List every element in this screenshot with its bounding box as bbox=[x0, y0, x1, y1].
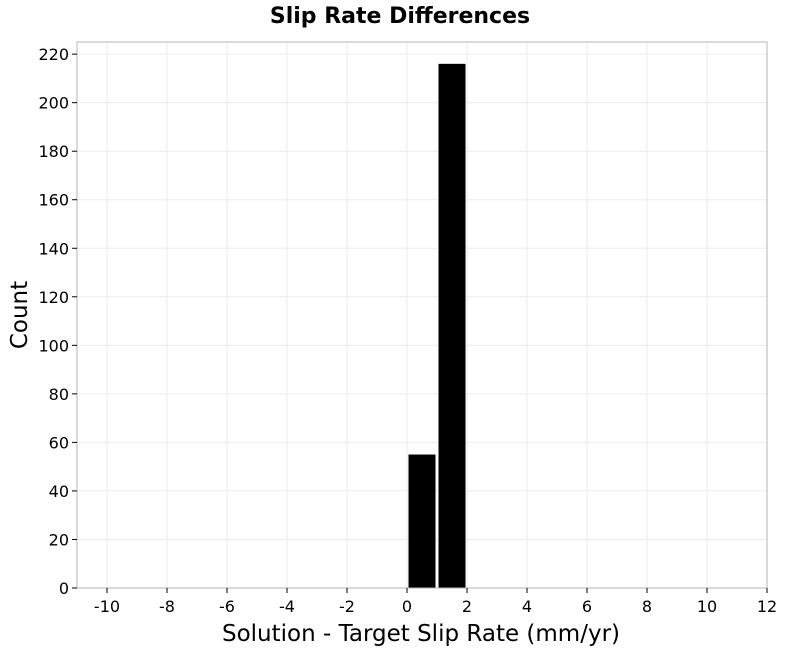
x-tick-label: -10 bbox=[94, 597, 120, 616]
y-tick-label: 20 bbox=[49, 530, 69, 549]
x-tick-label: -8 bbox=[159, 597, 175, 616]
histogram-bar-1 bbox=[408, 454, 436, 588]
y-tick-label: 200 bbox=[38, 94, 69, 113]
bars bbox=[408, 63, 466, 588]
x-tick-label: 8 bbox=[642, 597, 652, 616]
y-tick-label: 100 bbox=[38, 336, 69, 355]
x-tick-label: -6 bbox=[219, 597, 235, 616]
plot-frame bbox=[76, 41, 768, 589]
y-tick-label: 180 bbox=[38, 142, 69, 161]
y-tick-label: 220 bbox=[38, 45, 69, 64]
x-tick-label: 4 bbox=[522, 597, 532, 616]
x-tick-label: -2 bbox=[339, 597, 355, 616]
y-tick-label: 80 bbox=[49, 385, 69, 404]
x-axis: -10 -8 -6 -4 -2 0 2 4 6 8 10 12 bbox=[94, 588, 777, 616]
y-axis: 0 20 40 60 80 100 120 140 160 180 200 220 bbox=[38, 45, 77, 598]
chart-title: Slip Rate Differences bbox=[270, 4, 530, 29]
x-tick-label: 12 bbox=[757, 597, 777, 616]
x-tick-label: 6 bbox=[582, 597, 592, 616]
y-tick-label: 40 bbox=[49, 482, 69, 501]
y-tick-label: 140 bbox=[38, 239, 69, 258]
x-tick-label: 2 bbox=[462, 597, 472, 616]
histogram-bar-2 bbox=[438, 63, 466, 588]
x-axis-label: Solution - Target Slip Rate (mm/yr) bbox=[222, 621, 620, 647]
y-tick-label: 0 bbox=[59, 579, 69, 598]
y-axis-label: Count bbox=[7, 281, 33, 349]
y-tick-label: 120 bbox=[38, 288, 69, 307]
y-tick-label: 160 bbox=[38, 191, 69, 210]
y-tick-label: 60 bbox=[49, 433, 69, 452]
x-tick-label: 0 bbox=[402, 597, 412, 616]
x-tick-label: 10 bbox=[697, 597, 717, 616]
x-tick-label: -4 bbox=[279, 597, 295, 616]
